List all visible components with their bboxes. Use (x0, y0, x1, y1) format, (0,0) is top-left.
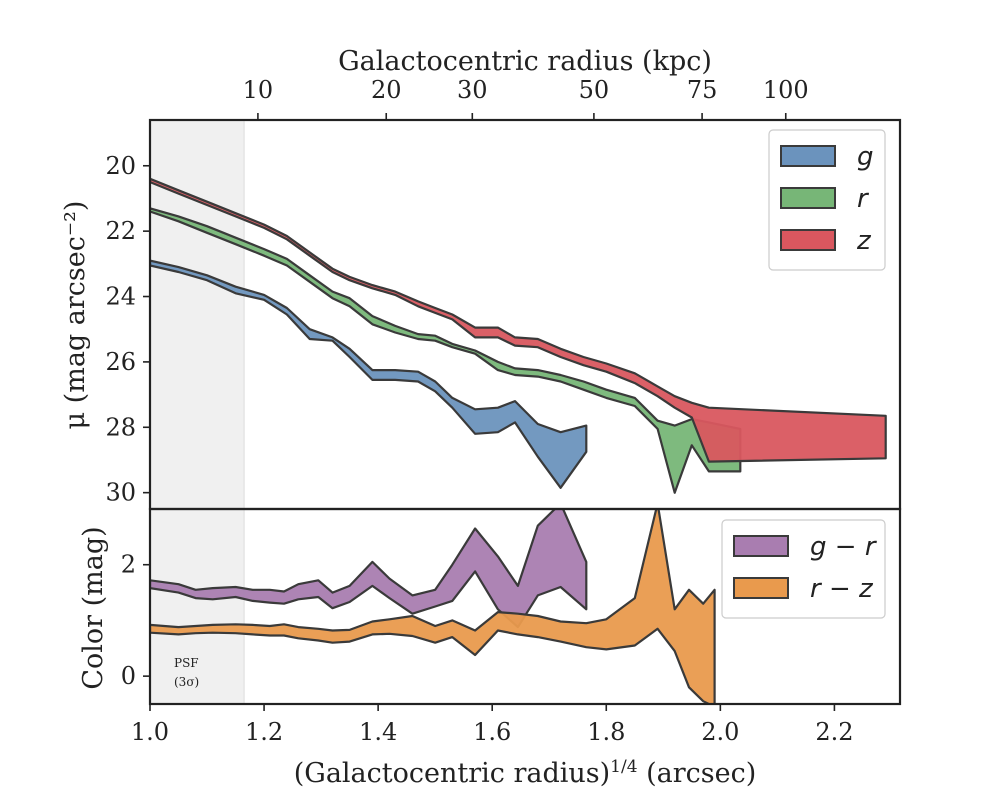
legend-swatch (733, 535, 789, 557)
legend-label: g (857, 142, 874, 172)
legend-label: g − r (810, 532, 878, 562)
legend-bands: grz (768, 129, 886, 271)
band-r (150, 207, 742, 494)
x-tick-label: 1.8 (587, 718, 625, 746)
y-tick-label: 28 (105, 413, 136, 441)
y-tick-label: 26 (105, 348, 136, 376)
top-x-tick-label: 10 (243, 76, 274, 104)
legend-label: r (857, 184, 870, 214)
y-tick-label: 24 (105, 283, 136, 311)
x-axis-title: (Galactocentric radius)1/4 (arcsec) (294, 757, 757, 789)
x-tick-label: 2.2 (815, 718, 853, 746)
y-tick-label: 22 (105, 217, 136, 245)
bottom-panel-frame (148, 507, 902, 706)
top-x-tick-label: 20 (371, 76, 402, 104)
top-x-tick-label: 50 (579, 76, 610, 104)
y-axis-title-color: Color (mag) (78, 526, 109, 689)
color-y-tick-label: 2 (121, 551, 136, 579)
legend-label: z (856, 226, 872, 256)
top-x-tick-label: 30 (457, 76, 488, 104)
band-gr (150, 509, 588, 629)
legend-swatch (780, 145, 836, 167)
color-series (150, 509, 716, 704)
x-tick-label: 1.4 (359, 718, 397, 746)
psf-shade-bottom (149, 508, 245, 705)
psf-shade-top (149, 119, 245, 510)
x-tick-label: 1.2 (245, 718, 283, 746)
y-axis-title-mu: μ (mag arcsec⁻²) (60, 201, 91, 430)
x-tick-label: 1.6 (473, 718, 511, 746)
legend-label: r − z (810, 574, 874, 604)
top-x-tick-label: 100 (763, 76, 809, 104)
top-x-tick-label: 75 (687, 76, 718, 104)
band-g (150, 259, 588, 489)
top-x-axis-title: Galactocentric radius (kpc) (338, 46, 712, 77)
y-tick-label: 20 (105, 152, 136, 180)
psf-sigma-label: (3σ) (174, 675, 199, 689)
x-tick-label: 1.0 (131, 718, 169, 746)
band-rz (150, 509, 716, 704)
legend-swatch (780, 229, 836, 251)
surface-brightness-series (150, 177, 887, 494)
band-z (150, 177, 887, 463)
color-y-tick-label: 0 (121, 662, 136, 690)
axis-ticks: 1.0 1.2 1.4 1.6 1.8 2.0 2.210 20 30 50 75 100202224… (105, 76, 853, 746)
y-tick-label: 30 (105, 479, 136, 507)
x-tick-label: 2.0 (701, 718, 739, 746)
legend-swatch (780, 187, 836, 209)
psf-label: PSF (174, 656, 199, 670)
legend-swatch (733, 577, 789, 599)
legend-colors: g − r r − z (721, 519, 886, 619)
